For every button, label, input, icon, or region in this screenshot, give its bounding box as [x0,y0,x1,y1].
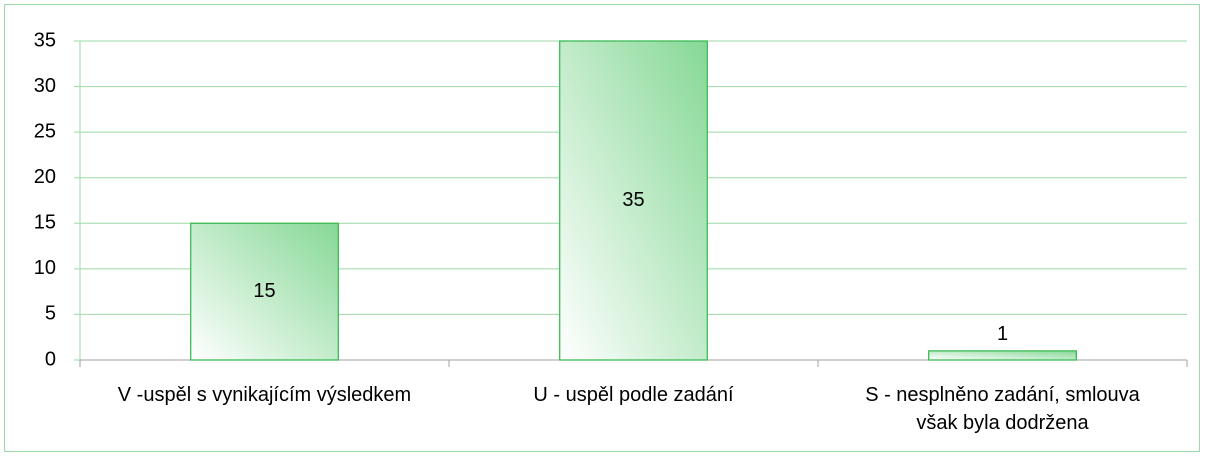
y-tick-label: 20 [34,166,56,188]
x-tick-label: S - nesplněno zadání, smlouva však byla … [865,384,1140,434]
bar [928,350,1077,361]
y-tick-label: 0 [45,348,56,370]
x-tick-label: V -uspěl s vynikajícím výsledkem [117,384,412,406]
data-label: 35 [622,189,644,211]
y-tick-label: 35 [34,29,56,51]
y-tick-label: 25 [34,120,56,142]
x-tick-label: U - uspěl podle zadání [533,384,734,406]
bar [559,40,708,361]
data-label: 1 [997,323,1008,345]
y-tick-label: 10 [34,257,56,279]
data-label: 15 [253,280,275,302]
y-tick-label: 15 [34,212,56,234]
bar [190,222,339,361]
y-tick-label: 5 [45,303,56,325]
y-tick-label: 30 [34,75,56,97]
chart-border [4,4,1200,452]
